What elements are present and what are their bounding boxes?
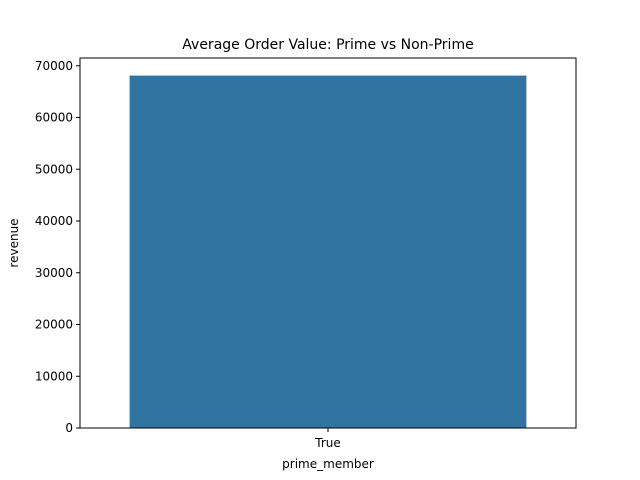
bar-true	[129, 75, 527, 428]
plot-frame	[79, 57, 577, 429]
y-tick-label: 50000	[35, 162, 73, 176]
y-tick-label: 20000	[35, 318, 73, 332]
y-tick-label: 60000	[35, 111, 73, 125]
y-axis-ticks: 0 10000 20000 30000 40000 50000 60000 70000	[35, 59, 80, 435]
bars-group	[129, 75, 527, 428]
x-tick-label: True	[314, 436, 341, 450]
y-tick-label: 30000	[35, 266, 73, 280]
y-tick-label: 0	[65, 421, 73, 435]
y-axis-label: revenue	[7, 218, 21, 267]
y-tick-label: 40000	[35, 214, 73, 228]
x-axis-label: prime_member	[282, 457, 374, 471]
y-tick-label: 70000	[35, 59, 73, 73]
chart-title: Average Order Value: Prime vs Non-Prime	[182, 37, 473, 53]
x-axis-ticks: True	[314, 428, 341, 450]
y-tick-label: 10000	[35, 369, 73, 383]
